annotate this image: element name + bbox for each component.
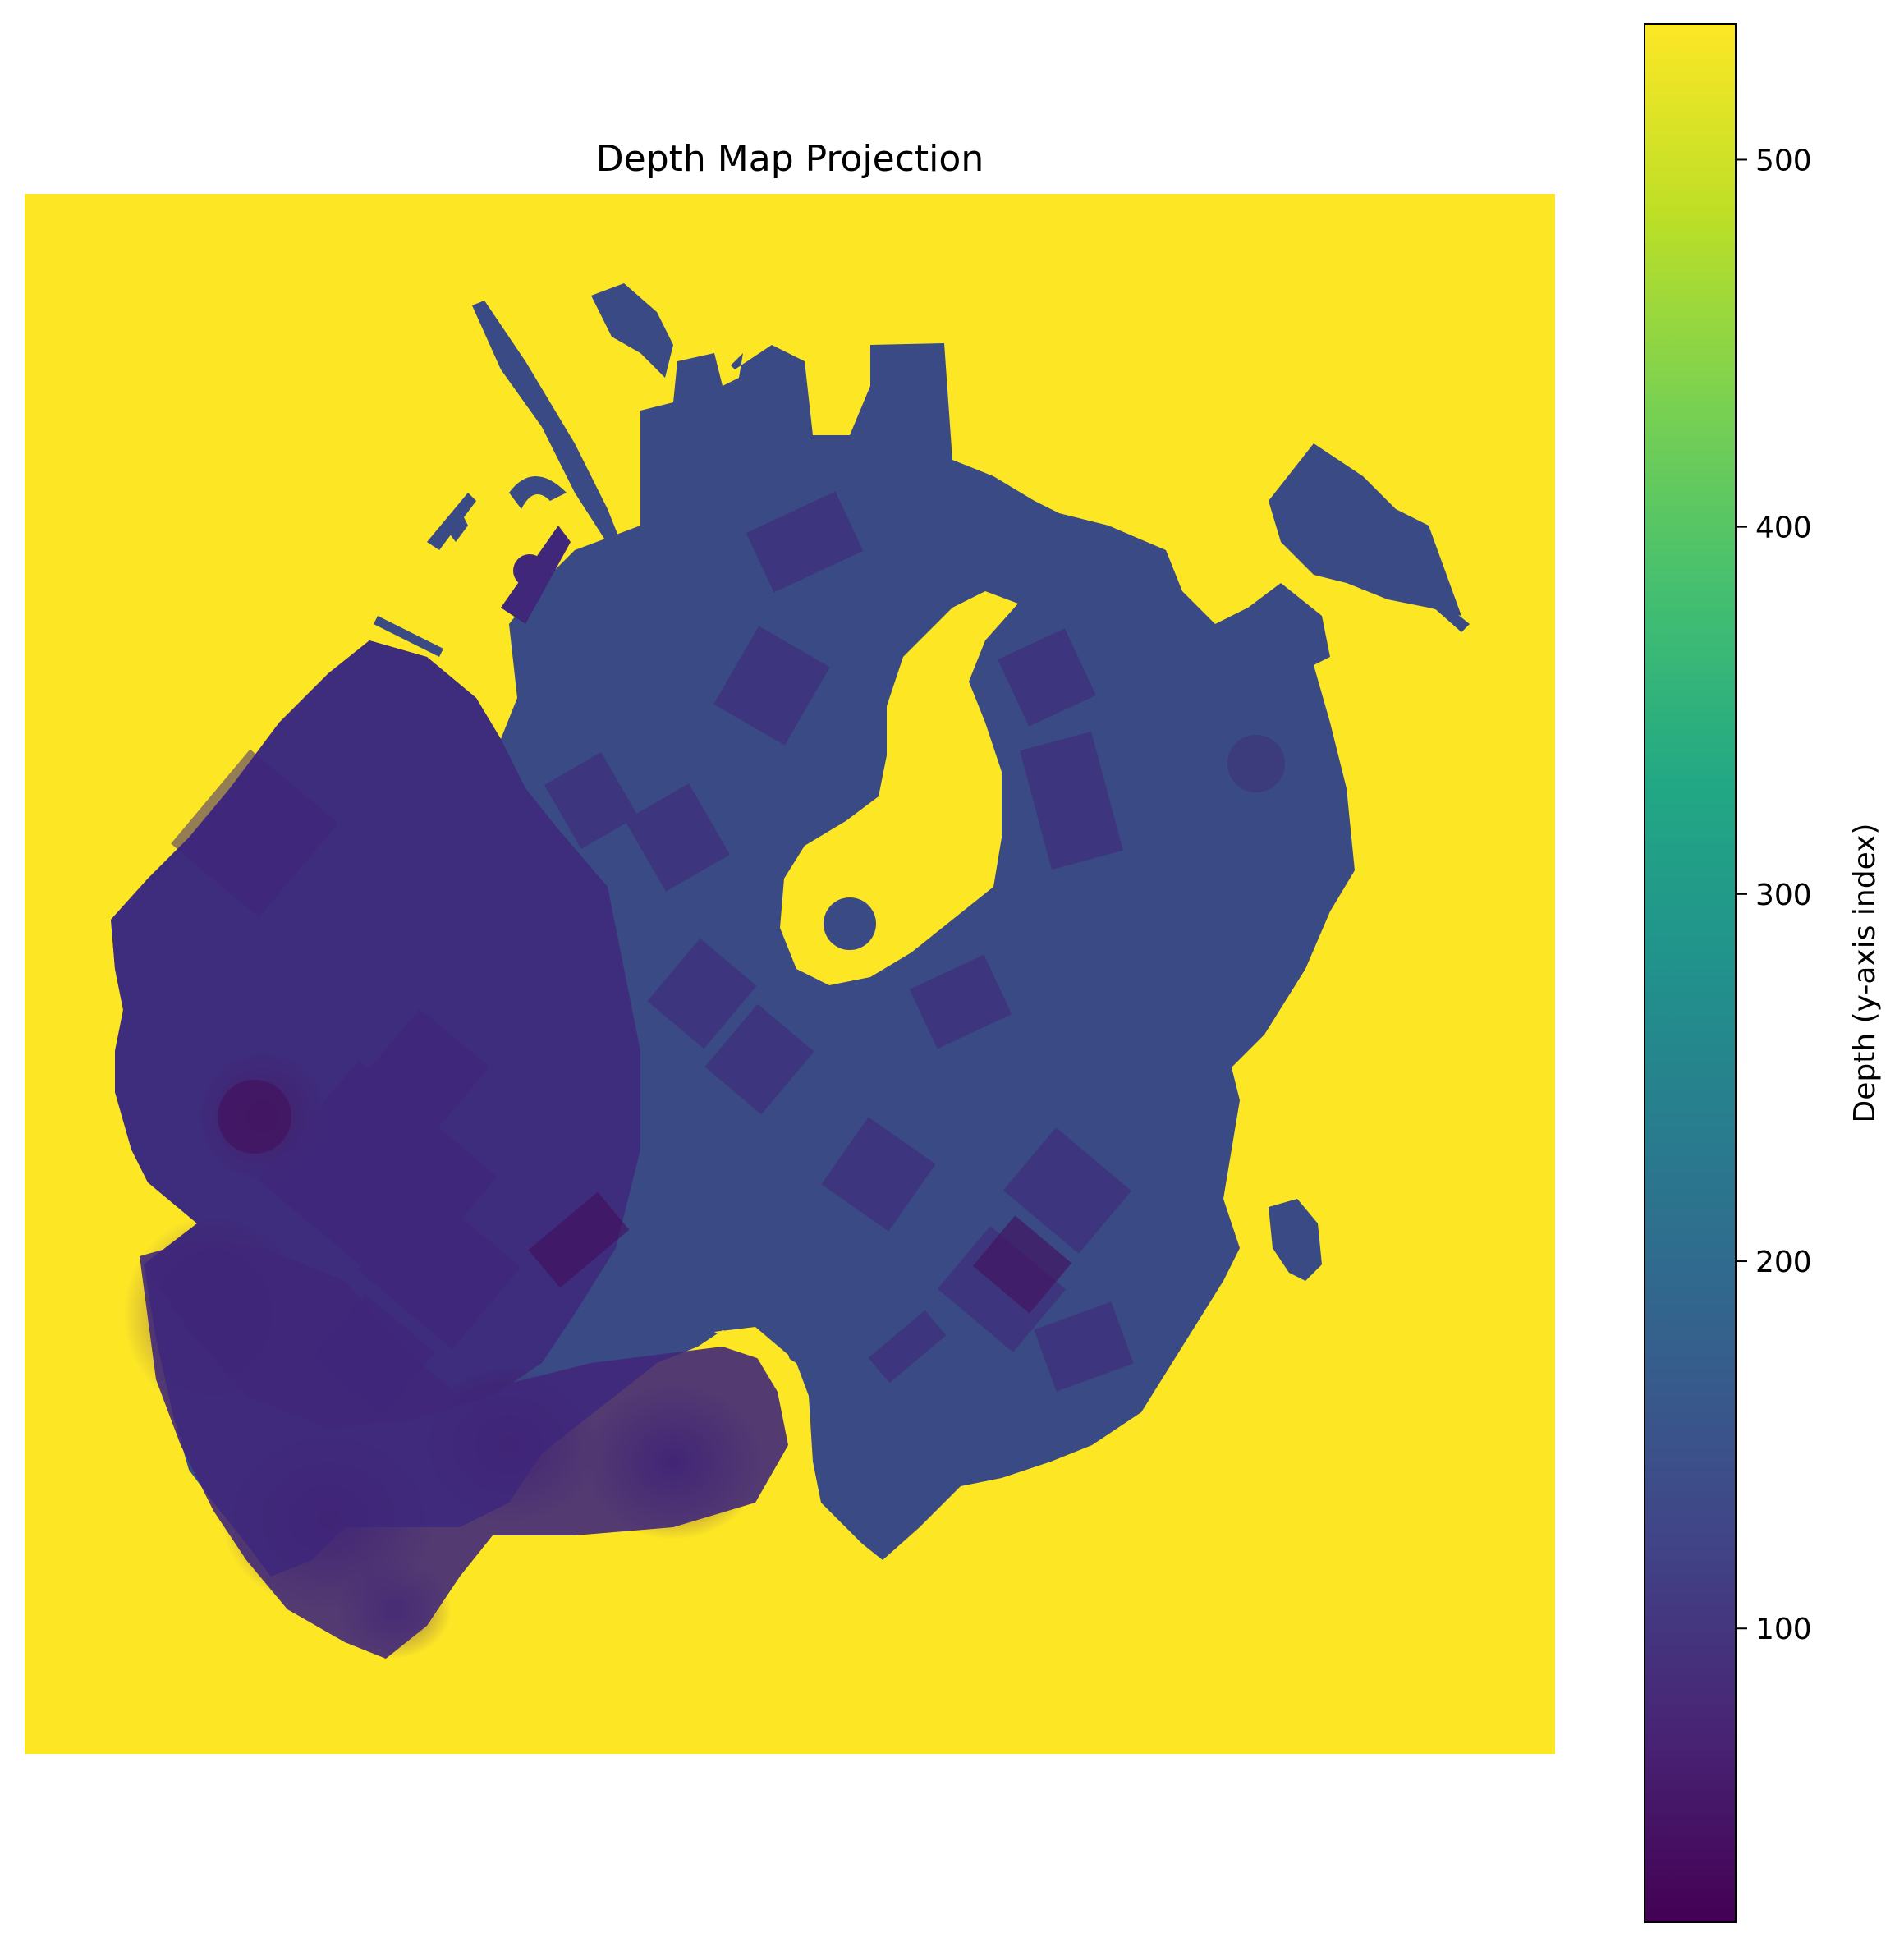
colorbar-ticks: 100 200 300 400 500 [1736, 144, 1812, 1646]
colorbar-tick-label: 400 [1755, 512, 1812, 545]
chart-title: Depth Map Projection [596, 138, 984, 180]
depth-fragment [513, 554, 546, 587]
colorbar: 100 200 300 400 500 Depth (y-axis index) [1644, 23, 1882, 1923]
colorbar-tick-label: 100 [1755, 1613, 1812, 1646]
depth-fragment [509, 476, 567, 509]
depth-hole-center [780, 591, 1018, 985]
depth-fragment [472, 301, 624, 550]
colorbar-label: Depth (y-axis index) [1848, 824, 1882, 1123]
depth-region-lower-left [140, 1240, 788, 1659]
colorbar-tick-label: 300 [1755, 879, 1812, 912]
depth-fragment [1425, 591, 1470, 632]
depth-fragment [591, 283, 673, 378]
colorbar-tick-label: 200 [1755, 1246, 1812, 1279]
depth-fragment [374, 616, 443, 657]
depth-hole-notch [714, 1327, 813, 1527]
depth-fragment [1269, 443, 1461, 616]
heatmap [25, 194, 1555, 1754]
depth-fragment [1269, 1199, 1322, 1281]
structure-patches-dark [218, 735, 1285, 1314]
depth-fragment [427, 493, 476, 550]
depth-feature-dome [824, 897, 876, 950]
colorbar-tick-label: 500 [1755, 144, 1812, 177]
colorbar-gradient [1644, 23, 1737, 1923]
